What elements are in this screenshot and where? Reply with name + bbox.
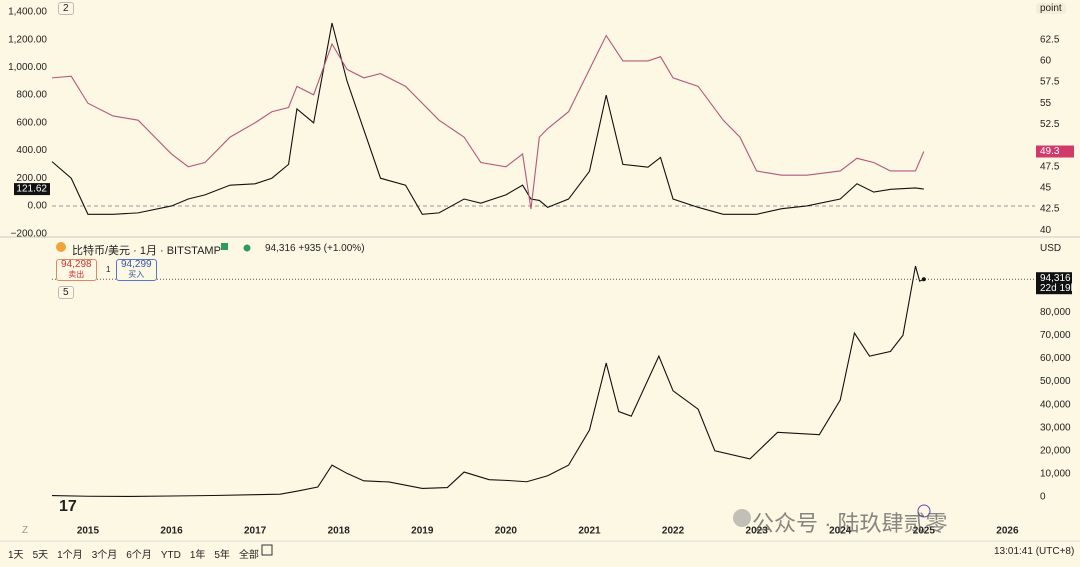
range-button[interactable]: 3个月 [91,550,118,561]
watermark: 公众号 · 陆玖肆贰零 [752,511,948,536]
x-tick-label: 2022 [662,526,685,537]
x-tick-label: 2023 [746,526,769,537]
x-tick-label: 2015 [77,526,100,537]
sell-button[interactable]: 94,298 卖出 [56,259,97,281]
coin-icon [56,242,66,252]
y-tick-label: 40,000 [1040,399,1071,410]
value-tag-box [14,183,50,196]
indicator-toggle[interactable]: 5 [58,286,74,299]
y2-tick-label: 42.5 [1040,204,1060,215]
x-tick-label: 2020 [495,526,518,537]
range-button[interactable]: 6个月 [126,550,152,561]
y-tick-label: 60,000 [1040,353,1071,364]
y-tick-label: 20,000 [1040,445,1071,456]
y-tick-label: 1,000.00 [8,62,47,73]
price-tag-box [1036,272,1072,295]
y2-tick-label: 60 [1040,56,1052,67]
x-tick-label: 2018 [328,526,351,537]
y-tick-label: 0.00 [28,201,48,212]
watermark-icon [733,509,751,527]
y2-tick-label: 57.5 [1040,77,1060,88]
indicator-toggle[interactable]: 2 [58,2,74,15]
y-tick-label: 30,000 [1040,422,1071,433]
range-button[interactable]: 1年 [189,550,206,561]
sell-price[interactable]: 94,298 [61,259,92,270]
y2-tick-label: 40 [1040,225,1052,236]
y2-tick-label: 47.5 [1040,161,1060,172]
last-point [921,277,926,282]
y-tick-label: 80,000 [1040,307,1071,318]
buy-price[interactable]: 94,299 [121,259,152,270]
logo: 17 [59,498,77,515]
range-button[interactable]: 5天 [32,550,49,561]
x-tick-label: 2024 [829,526,852,537]
bottom-unit[interactable]: USD [1040,243,1062,254]
y-tick-label: 0 [1040,492,1046,503]
y2-tick-label: 45 [1040,183,1052,194]
x-tick-label: 2021 [578,526,601,537]
x-tick-label: 2016 [160,526,183,537]
y-tick-label: 200.00 [16,173,47,184]
value-tag: 121.62 [16,184,47,195]
range-button[interactable]: 全部 [238,550,259,561]
value-tag: 49.3 [1040,146,1060,157]
y2-tick-label: 52.5 [1040,119,1060,130]
corner: Z [22,525,29,536]
y-tick-label: 800.00 [16,90,47,101]
y-tick-label: 10,000 [1040,469,1071,480]
buy-button[interactable]: 94,299 买入 [116,259,157,281]
spread: 1 [106,265,111,274]
range-button[interactable]: YTD [160,550,181,561]
range-button[interactable]: 1天 [8,550,24,561]
x-tick-label: 2019 [411,526,434,537]
flag-icon [221,243,228,250]
clock: 13:01:41 (UTC+8) [994,546,1075,557]
sell-label[interactable]: 卖出 [68,270,85,279]
countdown: 22d 19h [1040,283,1076,294]
top-unit[interactable]: point [1036,3,1066,14]
y-tick-label: −200.00 [11,228,48,239]
range-bar: 1天 5天 1个月 3个月 6个月 YTD 1年 5年 全部 [8,546,268,561]
status-dot [243,244,251,252]
calendar-icon[interactable] [261,544,273,556]
symbol: 比特币/美元 · 1月 · BITSTAMP [72,245,221,257]
buy-label[interactable]: 买入 [128,270,145,279]
range-button[interactable]: 1个月 [57,550,83,561]
range-button[interactable]: 5年 [214,550,230,561]
x-tick-label: 2017 [244,526,267,537]
value-tag-box [1036,145,1074,158]
price-tag: 94,316 [1040,273,1071,284]
y-tick-label: 1,200.00 [8,34,47,45]
y2-tick-label: 62.5 [1040,34,1060,45]
y-tick-label: 400.00 [16,145,47,156]
y2-tick-label: 55 [1040,98,1052,109]
series-line [51,265,925,497]
y-tick-label: 1,400.00 [8,7,47,18]
flash-icon[interactable] [917,504,931,518]
y-tick-label: 50,000 [1040,376,1071,387]
x-tick-label: 2025 [913,526,936,537]
y-tick-label: 70,000 [1040,330,1071,341]
quote: 94,316 +935 (+1.00%) [265,243,365,254]
series-line [51,22,924,215]
series-line [51,34,925,210]
y-tick-label: 600.00 [16,117,47,128]
x-tick-label: 2026 [996,526,1019,537]
